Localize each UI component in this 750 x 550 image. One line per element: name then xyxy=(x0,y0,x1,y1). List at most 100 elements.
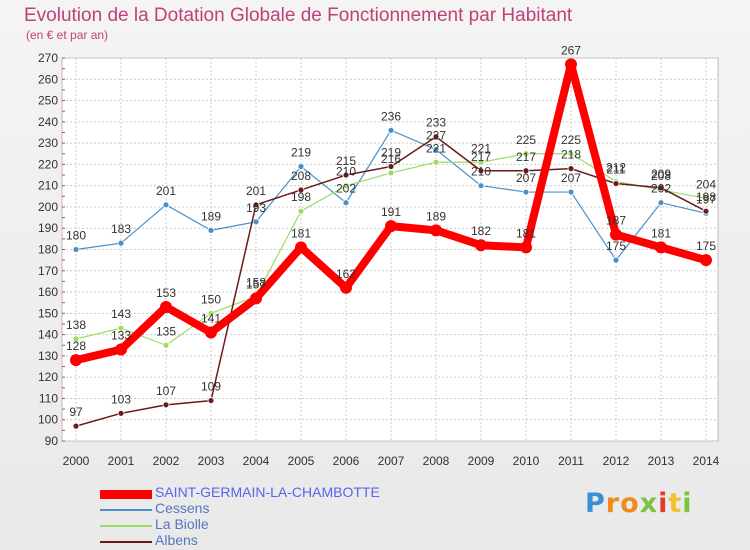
data-label: 221 xyxy=(471,141,491,155)
legend-label: La Biolle xyxy=(155,516,209,532)
data-label: 133 xyxy=(111,329,131,343)
data-point xyxy=(432,158,440,166)
data-label: 204 xyxy=(696,177,716,191)
data-point xyxy=(70,354,82,367)
data-label: 109 xyxy=(201,380,221,394)
y-tick-label: 250 xyxy=(38,94,58,108)
data-point xyxy=(702,195,710,202)
y-tick-label: 90 xyxy=(45,434,59,448)
data-point xyxy=(117,239,125,247)
legend-swatch xyxy=(100,541,152,543)
data-label: 197 xyxy=(696,192,716,206)
data-label: 225 xyxy=(516,133,536,147)
data-point xyxy=(477,167,485,175)
data-point xyxy=(610,228,622,241)
data-label: 181 xyxy=(291,226,311,240)
data-label: 201 xyxy=(246,184,266,198)
data-point xyxy=(612,256,620,264)
data-label: 138 xyxy=(66,318,86,332)
data-point xyxy=(520,241,532,254)
data-label: 267 xyxy=(561,43,581,57)
data-point xyxy=(72,422,80,430)
y-tick-label: 260 xyxy=(38,72,58,86)
data-label: 208 xyxy=(651,169,671,183)
x-tick-label: 2004 xyxy=(243,454,270,468)
data-label: 210 xyxy=(336,165,356,179)
data-label: 211 xyxy=(606,163,625,177)
y-tick-label: 220 xyxy=(38,157,58,171)
x-tick-label: 2012 xyxy=(603,454,630,468)
x-tick-label: 2010 xyxy=(513,454,540,468)
data-label: 219 xyxy=(381,146,401,160)
data-label: 143 xyxy=(111,307,131,321)
y-tick-label: 210 xyxy=(38,179,58,193)
data-label: 198 xyxy=(696,190,716,204)
data-point xyxy=(205,326,217,339)
data-point xyxy=(342,199,350,207)
data-label: 189 xyxy=(426,209,446,223)
data-point xyxy=(252,201,260,209)
x-tick-label: 2003 xyxy=(198,454,225,468)
data-point xyxy=(522,167,530,175)
logo-letter: P xyxy=(585,488,606,519)
data-label: 181 xyxy=(516,226,536,240)
x-tick-label: 2005 xyxy=(288,454,315,468)
data-label: 183 xyxy=(111,222,131,236)
data-label: 175 xyxy=(696,239,716,253)
data-label: 217 xyxy=(516,150,536,164)
data-point xyxy=(387,126,395,134)
data-point xyxy=(612,180,620,187)
data-point xyxy=(702,207,710,215)
data-point xyxy=(432,133,440,141)
data-point xyxy=(700,254,712,267)
data-point xyxy=(207,397,215,404)
x-tick-label: 2000 xyxy=(63,454,90,468)
data-label: 128 xyxy=(66,339,86,353)
chart-subtitle: (en € et par an) xyxy=(26,28,109,42)
y-tick-label: 230 xyxy=(38,136,58,150)
data-label: 216 xyxy=(381,152,401,166)
y-tick-label: 160 xyxy=(38,285,58,299)
x-tick-label: 2013 xyxy=(648,454,675,468)
y-tick-label: 110 xyxy=(39,391,58,405)
data-point xyxy=(72,246,80,253)
data-point xyxy=(522,150,530,158)
data-point xyxy=(432,146,440,153)
y-tick-label: 200 xyxy=(38,200,58,214)
axes: 90 100 110 120 130 140 150 160 170 180 190 200 210 22… xyxy=(38,51,720,468)
data-point xyxy=(340,281,352,294)
data-point xyxy=(295,241,307,254)
data-point xyxy=(385,220,397,233)
legend-swatch xyxy=(100,490,152,499)
data-label: 202 xyxy=(651,182,671,196)
x-tick-label: 2007 xyxy=(378,454,405,468)
data-label: 233 xyxy=(426,116,446,130)
data-point xyxy=(477,182,485,190)
y-tick-label: 270 xyxy=(38,51,58,65)
data-label: 219 xyxy=(291,146,311,160)
data-label: 217 xyxy=(471,150,491,164)
data-point xyxy=(477,158,485,166)
data-label: 182 xyxy=(471,224,491,238)
x-tick-label: 2009 xyxy=(468,454,495,468)
data-point xyxy=(162,401,170,409)
legend-label: Albens xyxy=(155,532,198,548)
data-label: 193 xyxy=(246,201,266,215)
data-point xyxy=(297,207,305,215)
data-point xyxy=(297,163,305,170)
data-label: 221 xyxy=(426,141,446,155)
data-label: 212 xyxy=(606,160,626,174)
logo-letter: i xyxy=(658,488,669,519)
data-point xyxy=(567,165,575,173)
x-tick-label: 2006 xyxy=(333,454,360,468)
data-label: 157 xyxy=(246,277,266,291)
y-tick-label: 240 xyxy=(38,115,58,129)
data-label: 227 xyxy=(426,128,446,142)
data-point xyxy=(162,341,170,349)
x-tick-label: 2011 xyxy=(558,454,584,468)
data-label: 218 xyxy=(561,148,581,162)
data-point xyxy=(297,186,305,194)
y-tick-label: 170 xyxy=(38,264,58,278)
data-label: 175 xyxy=(606,239,626,253)
